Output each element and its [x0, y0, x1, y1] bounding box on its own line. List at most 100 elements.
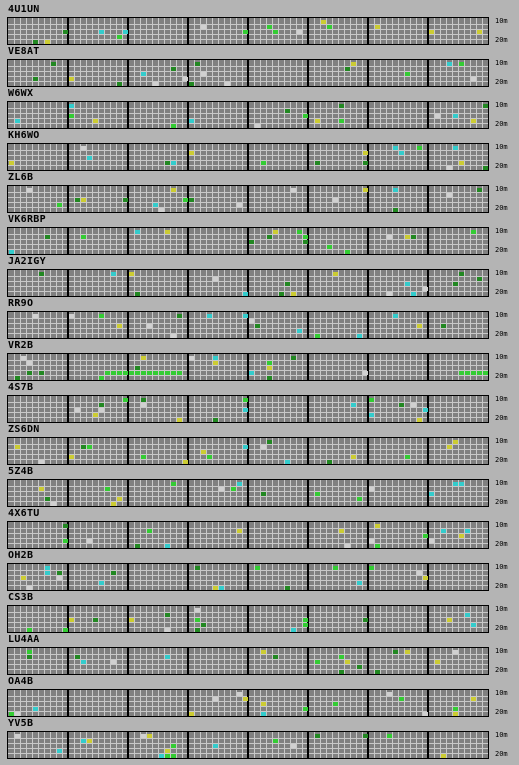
- grid-vline: [404, 354, 405, 380]
- signal-spot: [171, 754, 176, 758]
- grid-vline: [74, 102, 75, 128]
- grid-vline: [350, 186, 351, 212]
- grid-vline: [134, 18, 135, 44]
- grid-vline: [206, 522, 207, 548]
- grid-vline: [212, 438, 213, 464]
- grid-vline: [458, 480, 459, 506]
- grid-vline: [86, 270, 87, 296]
- grid-vline: [80, 354, 81, 380]
- grid-vline: [200, 228, 201, 254]
- grid-vline: [50, 270, 51, 296]
- grid-vline: [122, 606, 123, 632]
- grid-vline: [224, 102, 225, 128]
- grid-vline: [464, 564, 465, 590]
- grid-vline: [134, 480, 135, 506]
- grid-vline: [422, 102, 423, 128]
- signal-spot: [471, 623, 476, 627]
- signal-spot: [21, 576, 26, 580]
- grid-vline: [440, 690, 441, 716]
- band-label-20m: 20m: [495, 414, 508, 422]
- grid-vline: [386, 438, 387, 464]
- grid-vline: [356, 396, 357, 422]
- grid-vline: [20, 60, 21, 86]
- signal-spot: [441, 529, 446, 533]
- grid-vline: [26, 102, 27, 128]
- grid-vline: [386, 690, 387, 716]
- grid-vline: [392, 102, 393, 128]
- signal-spot: [237, 529, 242, 533]
- grid-vline: [236, 354, 237, 380]
- signal-spot: [375, 544, 380, 548]
- grid-vline: [266, 186, 267, 212]
- grid-vline: [434, 186, 435, 212]
- hour-separator: [307, 60, 309, 86]
- signal-spot: [363, 734, 368, 738]
- signal-spot: [375, 670, 380, 674]
- signal-spot: [291, 356, 296, 360]
- grid-vline: [44, 564, 45, 590]
- signal-spot: [267, 25, 272, 29]
- grid-vline: [464, 606, 465, 632]
- grid-vline: [446, 732, 447, 758]
- grid-vline: [404, 18, 405, 44]
- signal-spot: [363, 618, 368, 622]
- grid-vline: [44, 522, 45, 548]
- grid-vline: [260, 144, 261, 170]
- hour-separator: [427, 144, 429, 170]
- grid-vline: [176, 522, 177, 548]
- grid-vline: [92, 354, 93, 380]
- signal-spot: [177, 418, 182, 422]
- signal-spot: [117, 324, 122, 328]
- signal-spot: [165, 749, 170, 753]
- grid-vline: [398, 648, 399, 674]
- hour-separator: [67, 186, 69, 212]
- grid-vline: [20, 564, 21, 590]
- grid-vline: [302, 228, 303, 254]
- signal-spot: [261, 445, 266, 449]
- grid-vline: [458, 144, 459, 170]
- signal-spot: [159, 371, 164, 375]
- grid-vline: [212, 18, 213, 44]
- signal-spot: [81, 660, 86, 664]
- signal-spot: [345, 250, 350, 254]
- grid-vline: [422, 732, 423, 758]
- grid-vline: [266, 480, 267, 506]
- grid-vline: [362, 522, 363, 548]
- signal-spot: [99, 408, 104, 412]
- grid-vline: [386, 312, 387, 338]
- signal-spot: [123, 371, 128, 375]
- grid-vline: [374, 648, 375, 674]
- grid-vline: [50, 690, 51, 716]
- grid-vline: [416, 18, 417, 44]
- signal-spot: [27, 371, 32, 375]
- grid-vline: [338, 564, 339, 590]
- signal-spot: [303, 618, 308, 622]
- hour-separator: [427, 312, 429, 338]
- hour-separator: [67, 522, 69, 548]
- grid-vline: [482, 186, 483, 212]
- grid-vline: [302, 648, 303, 674]
- hour-separator: [427, 270, 429, 296]
- grid-vline: [470, 438, 471, 464]
- grid-vline: [260, 186, 261, 212]
- grid-vline: [92, 270, 93, 296]
- grid-vline: [452, 312, 453, 338]
- grid-vline: [446, 270, 447, 296]
- grid-vline: [422, 648, 423, 674]
- grid-vline: [434, 648, 435, 674]
- grid-vline: [338, 18, 339, 44]
- grid-vline: [92, 480, 93, 506]
- grid-vline: [14, 564, 15, 590]
- signal-spot: [255, 566, 260, 570]
- hour-separator: [247, 18, 249, 44]
- grid-vline: [344, 144, 345, 170]
- grid-vline: [272, 480, 273, 506]
- signal-spot: [195, 566, 200, 570]
- grid-vline: [224, 228, 225, 254]
- grid-vline: [338, 438, 339, 464]
- propagation-grid: [7, 227, 489, 255]
- grid-vline: [146, 354, 147, 380]
- signal-spot: [195, 628, 200, 632]
- grid-vline: [14, 312, 15, 338]
- signal-spot: [465, 529, 470, 533]
